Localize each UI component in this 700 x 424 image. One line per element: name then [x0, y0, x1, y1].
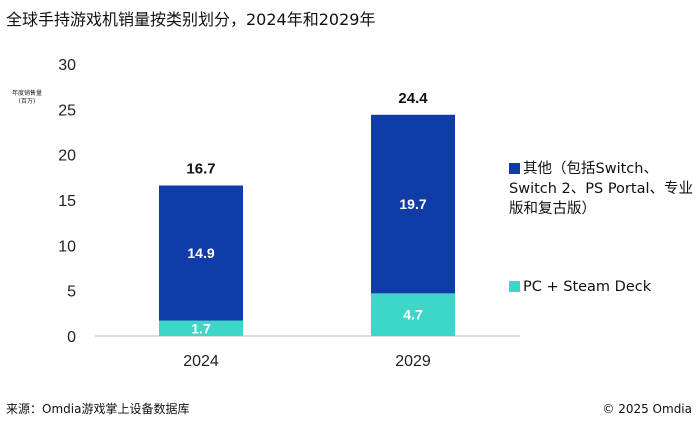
legend-label: 其他（包括Switch、Switch 2、PS Portal、专业版和复古版）: [509, 161, 693, 217]
y-tick-label: 10: [58, 238, 76, 255]
y-tick-label: 0: [67, 329, 76, 346]
x-tick-label: 2024: [183, 353, 219, 370]
legend-item-pc-steam-deck: PC + Steam Deck: [509, 277, 651, 297]
y-tick-label: 15: [58, 193, 76, 210]
bar-segment: [159, 185, 243, 321]
data-label: 19.7: [399, 196, 426, 212]
legend-item-other: 其他（包括Switch、Switch 2、PS Portal、专业版和复古版）: [509, 159, 699, 219]
legend-swatch: [509, 281, 520, 292]
x-tick-label: 2029: [395, 353, 431, 370]
y-tick-label: 5: [67, 284, 76, 301]
y-tick-label: 20: [58, 148, 76, 165]
total-label: 24.4: [398, 90, 428, 107]
bar-segment: [159, 320, 243, 336]
legend-label: PC + Steam Deck: [523, 279, 652, 295]
y-tick-label: 30: [58, 57, 76, 74]
bar-segment: [371, 114, 455, 294]
total-label: 16.7: [186, 160, 215, 177]
data-label: 1.7: [191, 320, 211, 336]
legend-swatch: [509, 163, 520, 174]
bar-segment: [371, 293, 455, 336]
copyright: © 2025 Omdia: [602, 402, 692, 416]
data-label: 14.9: [187, 245, 214, 261]
source-note: 来源：Omdia游戏掌上设备数据库: [6, 402, 190, 416]
y-tick-label: 25: [58, 102, 76, 119]
data-label: 4.7: [403, 307, 423, 323]
chart-title: 全球手持游戏机销量按类别划分，2024年和2029年: [6, 10, 376, 29]
y-axis-label: 年度销售量 (百万): [12, 90, 43, 105]
